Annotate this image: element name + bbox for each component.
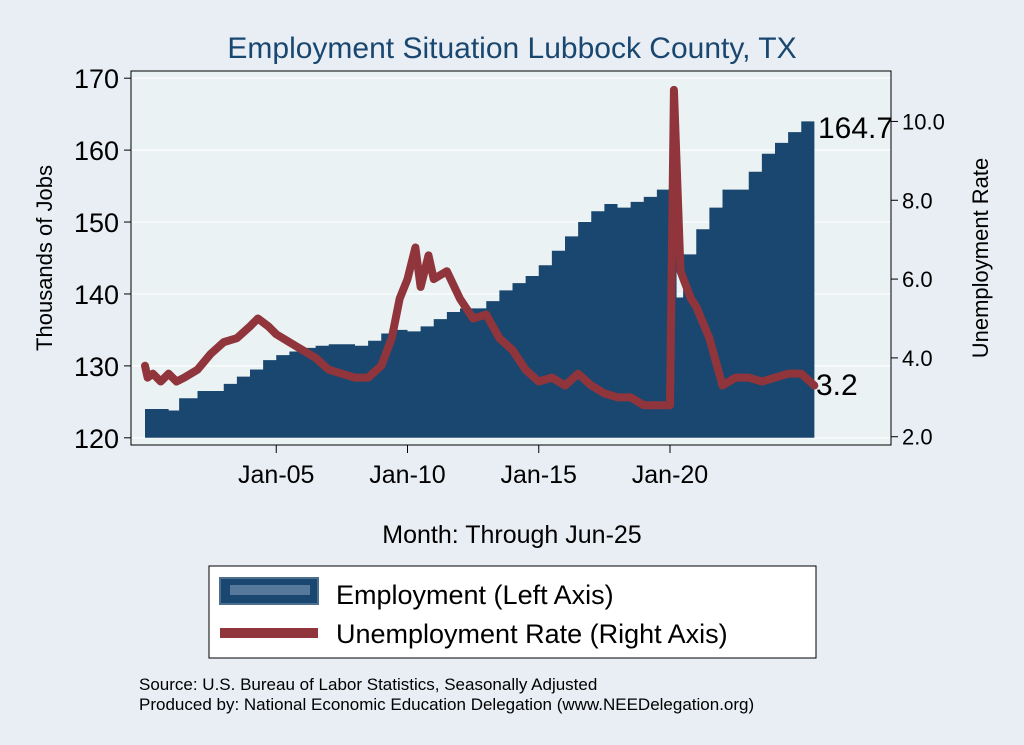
left-tick-label-130: 130: [74, 352, 119, 382]
x-tick-label-Jan-05: Jan-05: [238, 461, 314, 489]
right-tick-label-4.0: 4.0: [902, 346, 933, 371]
unemployment-line: [141, 85, 819, 410]
x-axis-label: Month: Through Jun-25: [382, 521, 641, 549]
left-tick-label-150: 150: [74, 208, 119, 238]
unemployment-end-label: 3.2: [816, 369, 858, 402]
axis-ticks: 120 130 140 150 160 170 2.0 4.0 6.0 8.0 10.0 Jan-05…: [74, 64, 945, 489]
left-tick-label-170: 170: [74, 64, 119, 94]
x-tick-label-Jan-20: Jan-20: [632, 461, 708, 489]
left-tick-label-140: 140: [74, 280, 119, 310]
right-tick-label-6.0: 6.0: [902, 267, 933, 292]
x-tick-label-Jan-10: Jan-10: [369, 461, 445, 489]
legend-unemployment-label: Unemployment Rate (Right Axis): [336, 619, 728, 649]
left-tick-label-160: 160: [74, 136, 119, 166]
produced-by-note: Produced by: National Economic Education…: [139, 695, 754, 714]
right-tick-label-2.0: 2.0: [902, 425, 933, 450]
right-tick-label-10.0: 10.0: [902, 109, 945, 134]
chart-title: Employment Situation Lubbock County, TX: [227, 32, 796, 65]
y-axis-right-label: Unemployment Rate: [968, 158, 993, 359]
x-tick-label-Jan-15: Jan-15: [501, 461, 577, 489]
right-tick-label-8.0: 8.0: [902, 188, 933, 213]
unemployment-line-layer: [141, 85, 819, 410]
legend-employment-label: Employment (Left Axis): [336, 580, 614, 610]
legend-employment-swatch-inner: [230, 585, 310, 595]
y-axis-left-label: Thousands of Jobs: [32, 165, 57, 351]
legend: Employment (Left Axis) Unemployment Rate…: [208, 565, 817, 659]
left-tick-label-120: 120: [74, 424, 119, 454]
source-note: Source: U.S. Bureau of Labor Statistics,…: [139, 675, 597, 694]
employment-end-label: 164.7: [818, 112, 893, 145]
